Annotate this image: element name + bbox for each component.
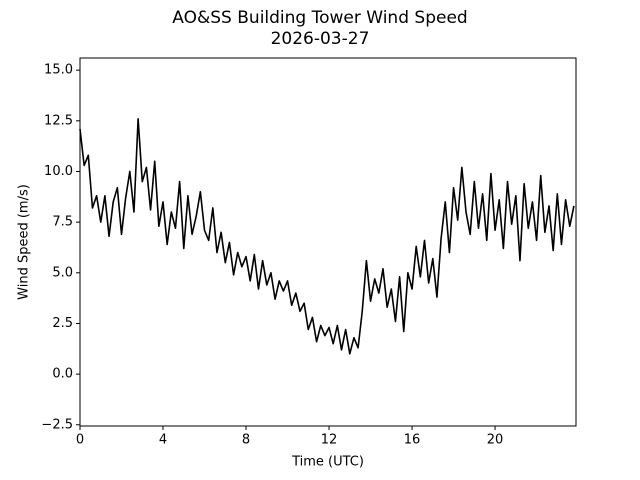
- x-tick-label: 16: [404, 433, 421, 448]
- y-tick-label: 15.0: [44, 63, 73, 78]
- plot-frame: [79, 57, 577, 427]
- y-tick-label: 12.5: [44, 113, 73, 128]
- y-tick-label: −2.5: [41, 417, 73, 432]
- x-tick-label: 8: [242, 433, 250, 448]
- chart-title: AO&SS Building Tower Wind Speed: [172, 8, 467, 28]
- y-tick-label: 5.0: [52, 265, 73, 280]
- x-tick-label: 20: [487, 433, 504, 448]
- y-tick-label: 0.0: [52, 367, 73, 382]
- x-tick-label: 0: [76, 433, 84, 448]
- y-tick-label: 7.5: [52, 215, 73, 230]
- chart-subtitle: 2026-03-27: [271, 29, 370, 49]
- y-axis-label: Wind Speed (m/s): [17, 184, 32, 300]
- y-tick-label: 2.5: [52, 316, 73, 331]
- x-tick-label: 12: [321, 433, 338, 448]
- x-axis-label: Time (UTC): [291, 455, 364, 470]
- y-tick-label: 10.0: [44, 164, 73, 179]
- x-tick-label: 4: [159, 433, 167, 448]
- series-line: [79, 117, 575, 355]
